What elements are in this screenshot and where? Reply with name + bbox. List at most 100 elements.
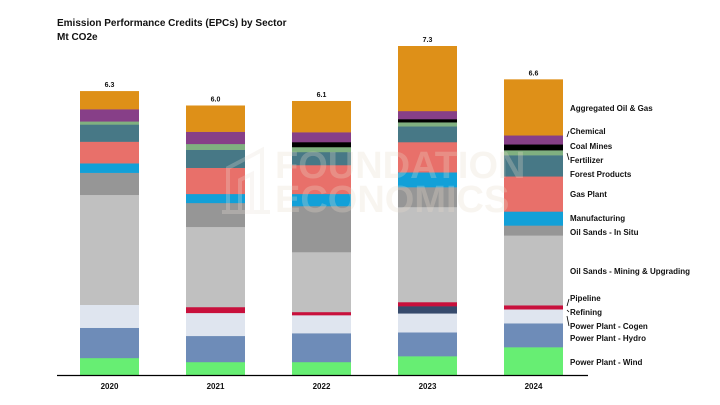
bar-segment	[504, 347, 563, 376]
x-tick-label: 2022	[313, 382, 331, 391]
legend-label: Gas Plant	[570, 190, 607, 199]
bar-segment	[504, 305, 563, 310]
bar-segment	[186, 306, 245, 314]
bar-segment	[292, 146, 351, 153]
bar-segment	[186, 202, 245, 228]
bar-segment	[398, 306, 457, 314]
legend-label: Manufacturing	[570, 214, 625, 223]
bar-segment	[292, 132, 351, 143]
bar-segment	[186, 193, 245, 204]
bar-segment	[292, 205, 351, 253]
bar-segment	[398, 110, 457, 120]
bar-segment	[504, 135, 563, 145]
bar-segment	[398, 142, 457, 173]
x-tick-label: 2021	[207, 382, 225, 391]
legend-label: Oil Sands - In Situ	[570, 228, 639, 237]
bar-segment	[80, 357, 139, 376]
legend-label: Power Plant - Hydro	[570, 334, 646, 343]
legend-label: Oil Sands - Mining & Upgrading	[570, 267, 690, 276]
chart-title: Emission Performance Credits (EPCs) by S…	[57, 18, 287, 29]
bar-segment	[504, 155, 563, 177]
bar-segment	[80, 163, 139, 173]
total-label: 6.3	[105, 82, 115, 89]
bar-segment	[292, 315, 351, 334]
bar-segment	[398, 187, 457, 208]
bar-segment	[186, 312, 245, 337]
legend-label: Power Plant - Cogen	[570, 322, 648, 331]
total-label: 6.0	[211, 96, 221, 103]
legend-label: Coal Mines	[570, 142, 613, 151]
bar-segment	[504, 211, 563, 226]
bar-segment	[504, 309, 563, 324]
bar-segment	[504, 150, 563, 156]
bar-segment	[292, 164, 351, 195]
legend: Power Plant - Wind Power Plant - Hydro Pow…	[566, 104, 690, 367]
bar-segment	[186, 105, 245, 132]
bar-segment	[80, 304, 139, 328]
total-label: 6.6	[529, 70, 539, 77]
watermark-line1: FOUNDATION	[275, 145, 526, 187]
bar-segment	[80, 172, 139, 196]
legend-leader-line	[566, 309, 570, 313]
bar-segment	[292, 361, 351, 376]
watermark-line2: ECONOMICS	[275, 179, 509, 221]
legend-leader-line	[566, 315, 570, 327]
bar-segment	[186, 167, 245, 195]
bar-segment	[292, 142, 351, 148]
bar-segment	[186, 361, 245, 376]
bar-segment	[186, 335, 245, 363]
bar-segment	[80, 141, 139, 164]
bar-segment	[504, 79, 563, 136]
x-tick-label: 2024	[525, 382, 543, 391]
x-tick-label: 2023	[419, 382, 437, 391]
legend-label: Chemical	[570, 127, 606, 136]
legend-leader-line	[566, 130, 570, 138]
bar-segment	[80, 109, 139, 122]
bar-segment	[398, 119, 457, 123]
bar-segment	[504, 323, 563, 348]
bar-segment	[80, 327, 139, 359]
bar-segment	[80, 121, 139, 125]
bar-segment	[398, 122, 457, 127]
bar-segment	[398, 126, 457, 143]
bar-segment	[186, 226, 245, 308]
bar-segment	[398, 301, 457, 307]
legend-label: Power Plant - Wind	[570, 358, 642, 367]
bar-segment	[292, 311, 351, 316]
chart-subtitle: Mt CO2e	[57, 32, 98, 43]
bar-segment	[186, 149, 245, 168]
legend-label: Aggregated Oil & Gas	[570, 104, 653, 113]
legend-label: Forest Products	[570, 170, 632, 179]
bar-segment	[398, 172, 457, 188]
x-tick-label: 2020	[101, 382, 119, 391]
legend-label: Refining	[570, 308, 602, 317]
bar-segment	[80, 194, 139, 305]
bar-segment	[292, 100, 351, 133]
bar-segment	[398, 332, 457, 357]
bar-segment	[186, 131, 245, 145]
legend-leader-line	[566, 298, 570, 307]
bar-segment	[398, 206, 457, 303]
bar-segment	[80, 91, 139, 110]
x-tick-labels: 2020 2021 2022 2023 2024	[101, 382, 543, 391]
bar-segment	[292, 151, 351, 166]
bar-segment	[504, 144, 563, 151]
bar-segment	[504, 225, 563, 236]
total-label: 6.1	[317, 92, 327, 99]
bar-segment	[504, 176, 563, 212]
bar-segment	[398, 313, 457, 333]
bar-segment	[398, 356, 457, 376]
bar-segment	[186, 143, 245, 150]
bar-segment	[504, 235, 563, 306]
bar-segment	[398, 46, 457, 112]
watermark-building-icon	[222, 146, 270, 214]
watermark: FOUNDATION ECONOMICS	[222, 145, 526, 221]
legend-label: Pipeline	[570, 294, 601, 303]
total-label: 7.3	[423, 37, 433, 44]
bar-segment	[292, 193, 351, 207]
bars: 6.3 6.0 6.1 7.3 6.6	[80, 37, 563, 376]
bar-segment	[292, 333, 351, 363]
legend-label: Fertilizer	[570, 156, 603, 165]
bar-segment	[80, 124, 139, 142]
